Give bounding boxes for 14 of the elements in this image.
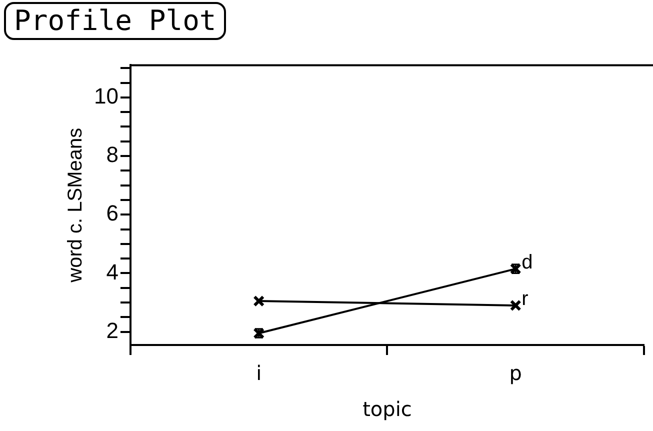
y-tick-label: 8: [106, 142, 118, 168]
y-axis-title: word c. LSMeans: [64, 128, 87, 284]
y-tick-label: 6: [106, 200, 118, 226]
point: [253, 295, 265, 307]
x-tick-label: p: [509, 361, 522, 386]
y-tick-label: 4: [106, 259, 118, 284]
x-tick-label: i: [256, 361, 262, 386]
series-label: d: [522, 251, 533, 274]
series-label: r: [522, 288, 529, 310]
point: [510, 300, 522, 312]
y-tick-label: 10: [94, 83, 118, 108]
chart-title: Profile Plot: [4, 2, 226, 40]
x-axis-title: topic: [362, 397, 412, 422]
y-tick-label: 2: [106, 318, 118, 343]
